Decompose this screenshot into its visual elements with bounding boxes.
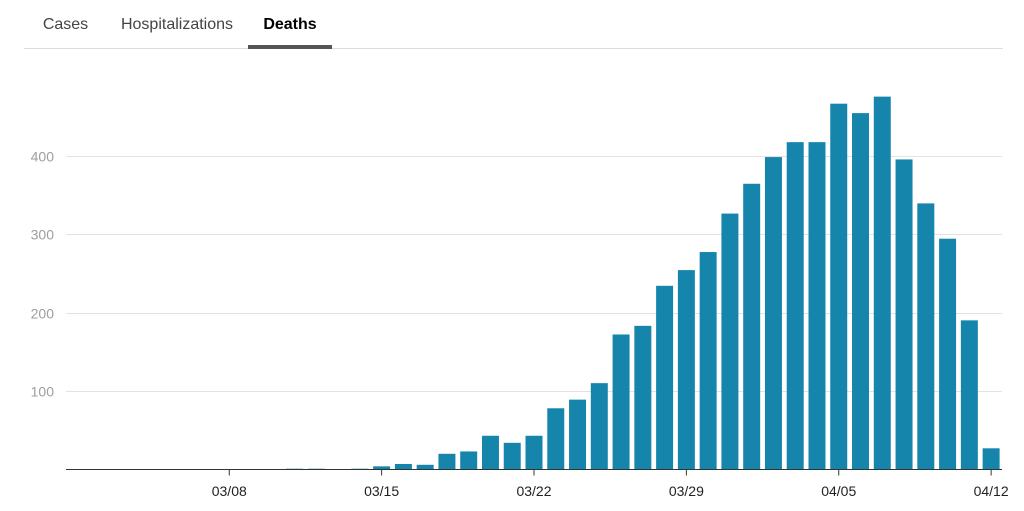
chart-x-tick-label: 03/08 xyxy=(212,483,247,499)
chart-bar-03-21[interactable] xyxy=(503,442,521,470)
chart-bar-04-12[interactable] xyxy=(982,448,1000,470)
chart-bar-04-11[interactable] xyxy=(960,320,978,470)
chart-bar-04-10[interactable] xyxy=(939,238,957,470)
tab-cases[interactable]: Cases xyxy=(24,0,107,48)
chart-bar-04-06[interactable] xyxy=(852,113,869,470)
chart-bar-04-05[interactable] xyxy=(830,103,848,470)
chart-bar-03-29[interactable] xyxy=(677,270,695,470)
chart-bar-03-19[interactable] xyxy=(460,451,478,470)
tab-deaths-label: Deaths xyxy=(263,16,317,33)
chart-bar-03-30[interactable] xyxy=(699,252,717,470)
chart-x-tick-label: 03/15 xyxy=(364,483,399,499)
chart-bar-03-24[interactable] xyxy=(569,399,587,470)
chart-bar-03-17[interactable] xyxy=(416,464,434,470)
chart-bar-03-20[interactable] xyxy=(481,435,499,470)
active-tab-indicator xyxy=(248,45,332,49)
tab-deaths[interactable]: Deaths xyxy=(248,0,332,49)
tab-hospitalizations-label: Hospitalizations xyxy=(120,16,234,33)
chart-bars xyxy=(286,96,1000,470)
deaths-bar-chart: 100 200 300 400 03/08 03/15 03/22 03/29 04/05 04… xyxy=(31,96,1009,499)
chart-bar-03-23[interactable] xyxy=(547,408,565,470)
chart-x-axis-labels: 03/08 03/15 03/22 03/29 04/05 04/12 xyxy=(212,469,1009,499)
chart-bar-04-04[interactable] xyxy=(808,142,826,470)
chart-bar-04-07[interactable] xyxy=(873,96,891,470)
chart-bar-03-27[interactable] xyxy=(634,325,652,470)
chart-bar-04-09[interactable] xyxy=(917,203,935,470)
chart-x-tick-label: 04/12 xyxy=(974,483,1009,499)
chart-bar-03-25[interactable] xyxy=(590,383,608,470)
tab-cases-label: Cases xyxy=(42,16,89,33)
chart-y-axis-labels: 100 200 300 400 xyxy=(31,149,55,400)
chart-bar-04-03[interactable] xyxy=(786,142,804,470)
chart-bar-03-16[interactable] xyxy=(394,464,412,470)
chart-bar-04-08[interactable] xyxy=(895,159,913,470)
chart-x-tick-label: 03/29 xyxy=(669,483,704,499)
tab-hospitalizations[interactable]: Hospitalizations xyxy=(107,0,247,48)
chart-y-tick-label: 200 xyxy=(31,306,55,322)
chart-bar-03-15[interactable] xyxy=(373,466,391,470)
chart-bar-03-18[interactable] xyxy=(438,453,456,470)
chart-x-tick-label: 04/05 xyxy=(821,483,856,499)
chart-x-tick-label: 03/22 xyxy=(516,483,551,499)
chart-y-tick-label: 100 xyxy=(31,384,55,400)
chart-bar-03-22[interactable] xyxy=(525,435,543,470)
chart-y-tick-label: 400 xyxy=(31,149,55,165)
tab-bar: Cases Hospitalizations Deaths xyxy=(24,0,1003,49)
chart-y-tick-label: 300 xyxy=(31,227,55,243)
chart-bar-03-26[interactable] xyxy=(612,334,630,470)
chart-bar-04-01[interactable] xyxy=(743,183,761,470)
chart-bar-03-28[interactable] xyxy=(656,285,674,470)
chart-bar-04-02[interactable] xyxy=(764,157,782,470)
chart-bar-03-31[interactable] xyxy=(721,213,739,470)
